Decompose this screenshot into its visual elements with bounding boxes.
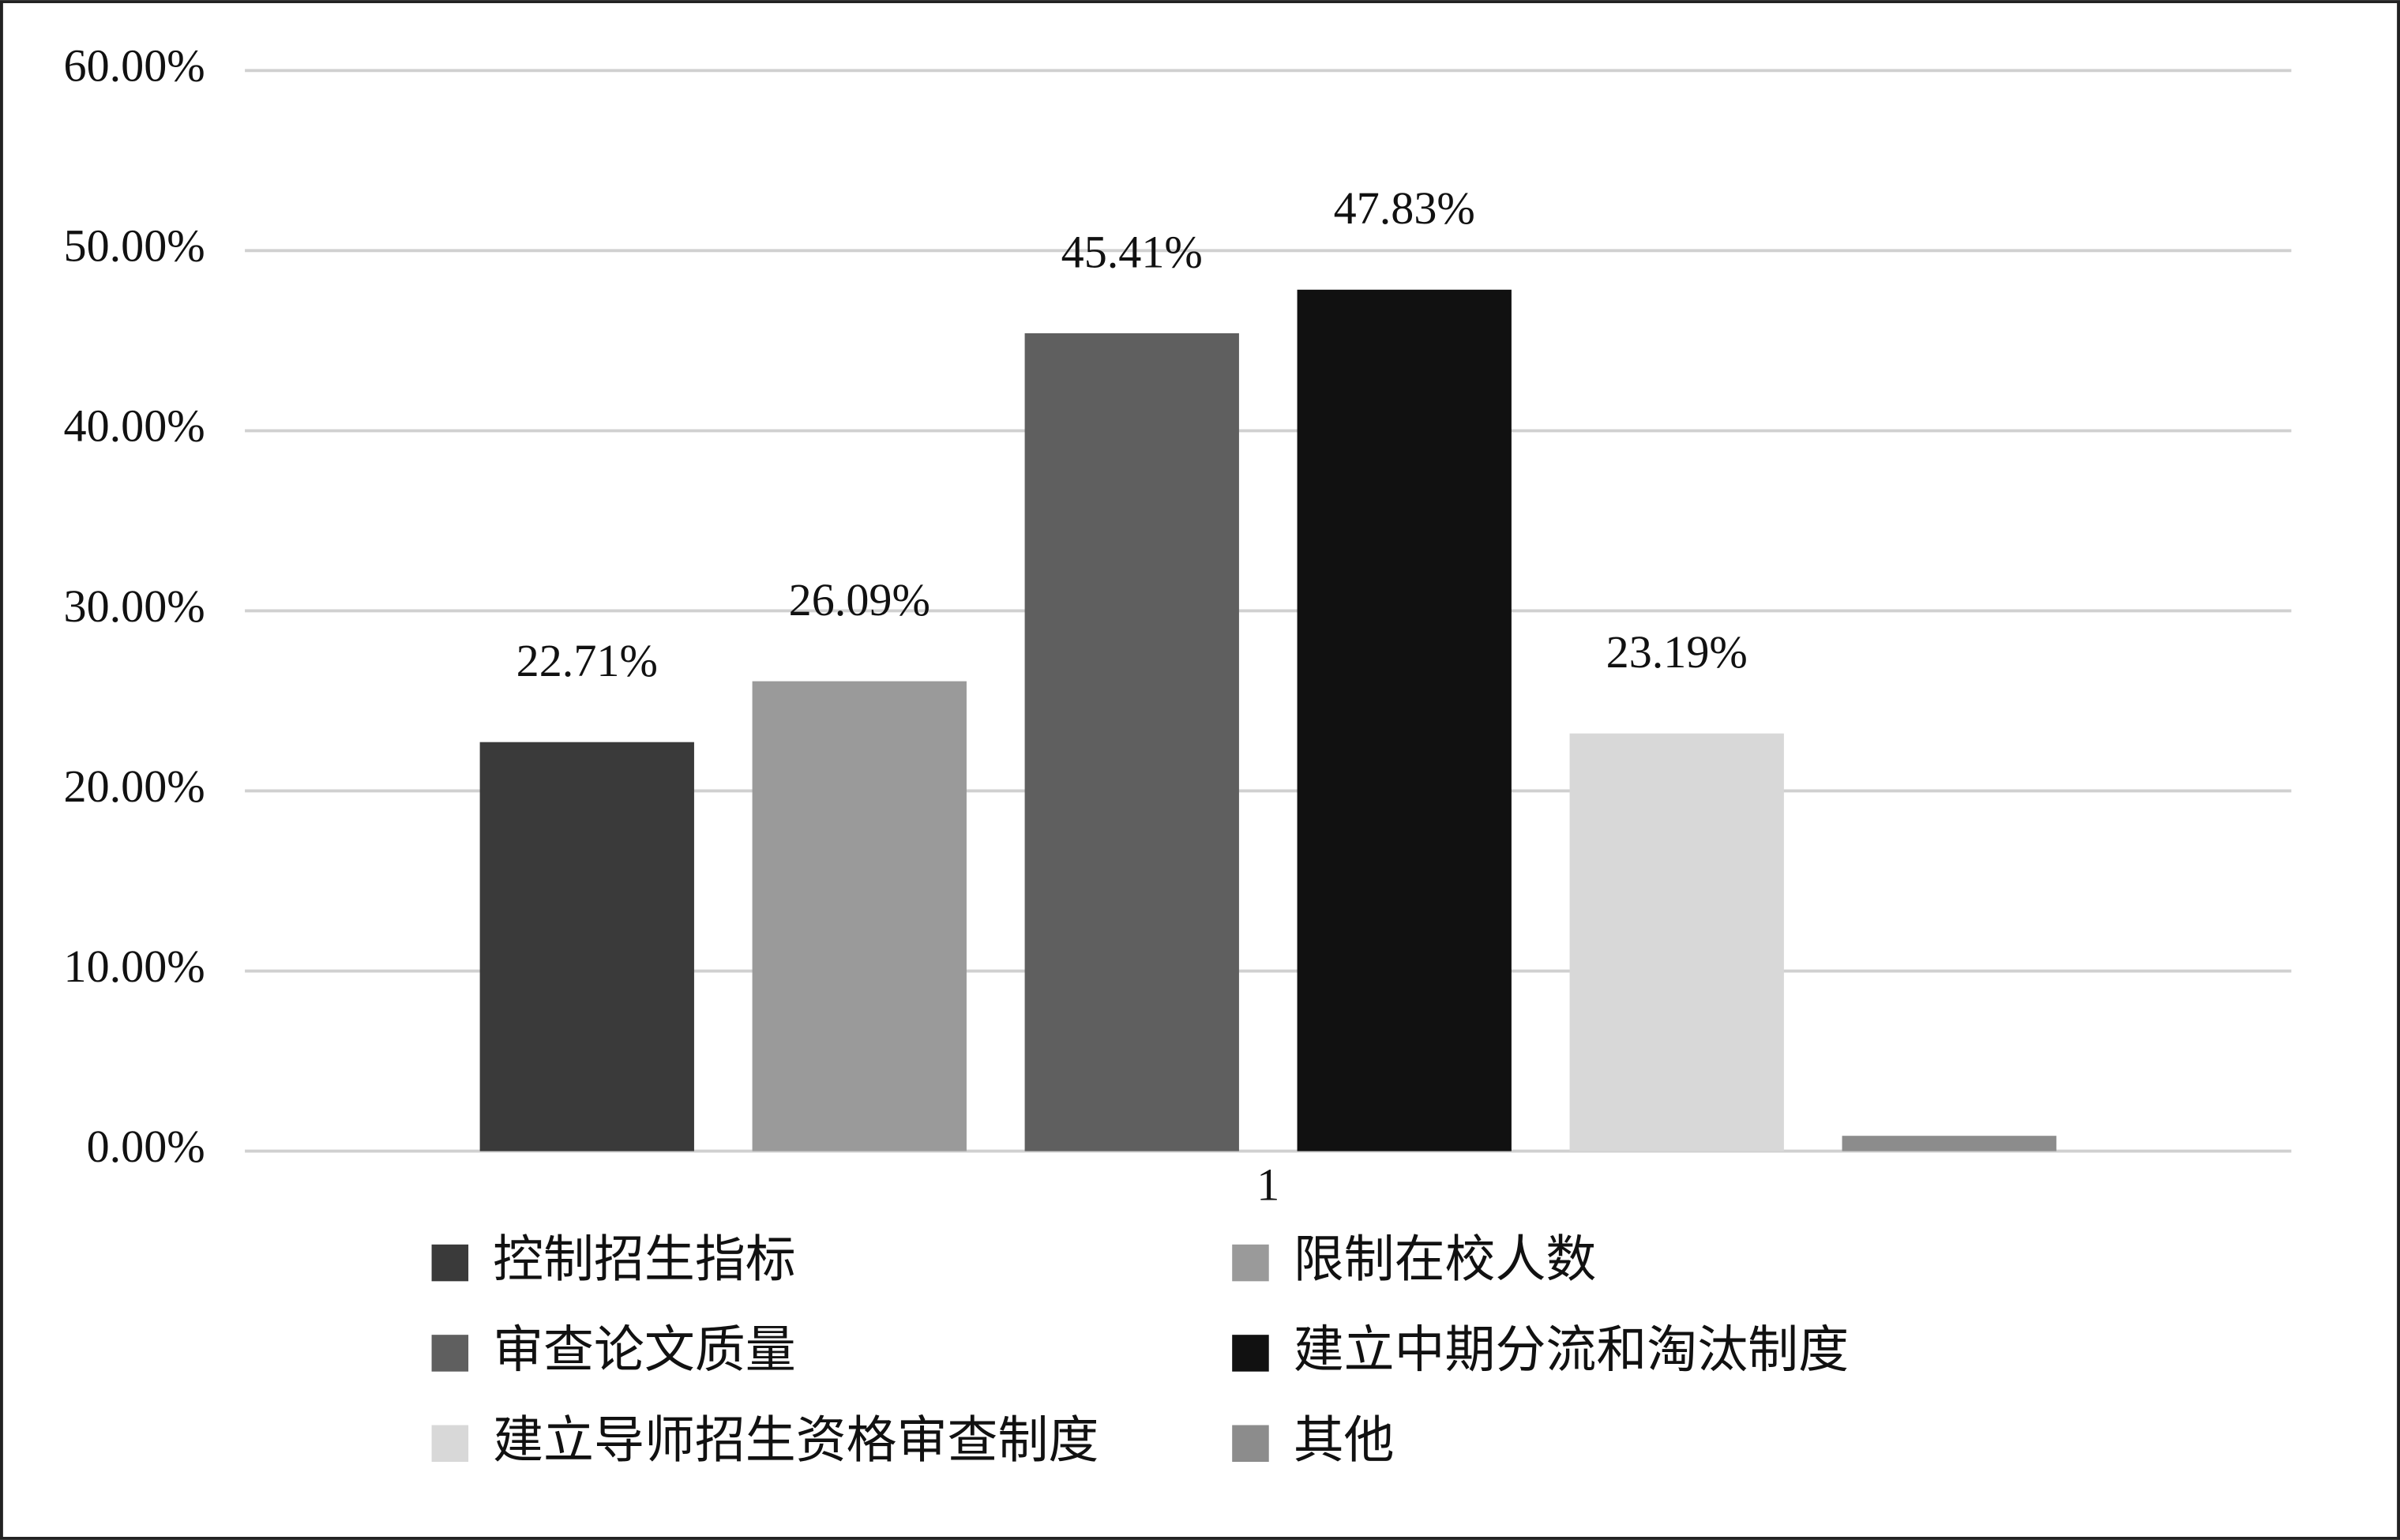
y-tick-label: 20.00% [64, 761, 205, 812]
bar [1569, 733, 1784, 1151]
data-label: 26.09% [789, 574, 930, 625]
y-tick-label: 0.00% [87, 1121, 205, 1172]
legend-label: 建立导师招生资格审查制度 [493, 1411, 1099, 1470]
legend-swatch [1232, 1425, 1269, 1463]
legend-swatch [431, 1244, 469, 1282]
y-tick-label: 60.00% [64, 40, 205, 92]
bar [1024, 333, 1239, 1151]
legend-swatch [1232, 1335, 1269, 1372]
legend-label: 控制招生指标 [493, 1231, 796, 1290]
data-label: 23.19% [1606, 626, 1748, 678]
bar [752, 681, 967, 1151]
legend-swatch [431, 1425, 469, 1463]
y-tick-label: 30.00% [64, 580, 205, 632]
y-tick-label: 40.00% [64, 400, 205, 452]
bar [1297, 289, 1512, 1151]
bar [1842, 1136, 2056, 1151]
data-label: 45.41% [1061, 226, 1203, 277]
data-label: 47.83% [1334, 182, 1475, 234]
legend-label: 其他 [1294, 1411, 1395, 1470]
legend-label: 建立中期分流和淘汰制度 [1294, 1321, 1849, 1380]
legend-swatch [431, 1335, 469, 1372]
bar [479, 742, 694, 1151]
data-label: 22.71% [516, 635, 658, 686]
x-tick-label: 1 [1256, 1159, 1279, 1210]
legend-swatch [1232, 1244, 1269, 1282]
legend-label: 限制在校人数 [1294, 1231, 1597, 1290]
y-tick-label: 50.00% [64, 220, 205, 272]
legend-label: 审查论文质量 [493, 1321, 796, 1380]
y-tick-label: 10.00% [64, 941, 205, 992]
